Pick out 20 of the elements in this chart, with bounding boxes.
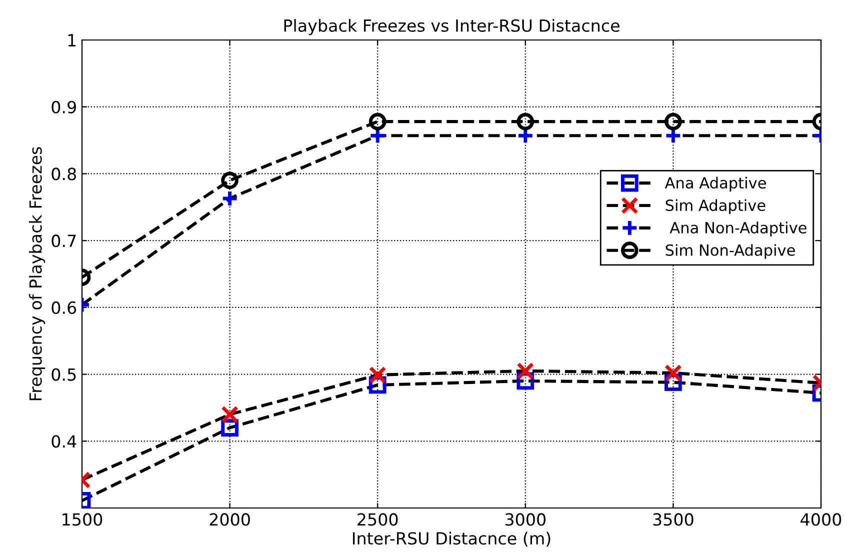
legend-label: Sim Non-Adapive: [666, 244, 795, 259]
y-tick-label: 0.5: [52, 368, 76, 381]
legend-label: Ana Non-Adaptive: [670, 222, 806, 236]
x-tick-label: 1500: [62, 513, 102, 526]
y-tick-label: 0.4: [52, 435, 76, 448]
x-tick-label: 4000: [800, 513, 842, 526]
y-tick-label: 0.6: [52, 301, 76, 314]
x-tick-label: 3500: [653, 513, 694, 526]
legend-label: Sim Adaptive: [666, 199, 766, 214]
y-axis-title: Frequency of Playback Freezes: [28, 147, 46, 400]
legend-label: Ana Adaptive: [664, 176, 766, 192]
y-tick-label: 0.8: [52, 168, 76, 180]
y-tick-label: 0.9: [52, 100, 76, 114]
x-tick-label: 3000: [505, 513, 546, 526]
y-tick-label: 1: [68, 34, 76, 46]
x-tick-label: 2500: [358, 513, 398, 526]
x-tick-label: 2000: [210, 513, 250, 526]
x-axis-title: Inter-RSU Distacnce (m): [352, 532, 550, 547]
y-tick-label: 0.7: [52, 234, 76, 248]
chart-title: Playback Freezes vs Inter-RSU Distacnce: [284, 19, 620, 36]
